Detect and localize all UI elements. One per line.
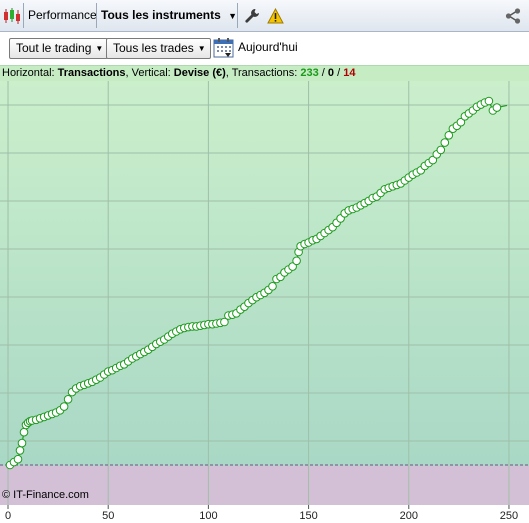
- chevron-down-icon: ▼: [95, 44, 104, 53]
- count-separator: /: [318, 67, 328, 79]
- transactions-loss-count: 14: [343, 67, 356, 79]
- instruments-label: Tous les instruments: [101, 8, 221, 22]
- x-tick-label: 200: [400, 510, 418, 522]
- date-filter-label[interactable]: Aujourd'hui: [238, 40, 298, 54]
- vertical-prefix: , Vertical:: [125, 67, 174, 79]
- x-tick-label: 50: [102, 510, 114, 522]
- horizontal-prefix: Horizontal:: [2, 67, 58, 79]
- trade-point: [428, 155, 438, 165]
- vertical-axis-value: Devise (€): [173, 67, 226, 79]
- candlestick-icon[interactable]: [3, 8, 21, 24]
- trading-filter-label: Tout le trading: [16, 41, 92, 55]
- wrench-icon[interactable]: [244, 8, 260, 24]
- trade-point: [444, 131, 454, 140]
- share-icon[interactable]: [504, 7, 522, 25]
- trade-point: [440, 138, 450, 147]
- trade-point: [19, 427, 29, 437]
- trade-point: [59, 402, 69, 411]
- warning-icon[interactable]: [267, 7, 284, 24]
- plot-area-negative: [0, 466, 529, 505]
- plot-area-positive: [0, 81, 529, 466]
- x-tick-label: 250: [500, 510, 518, 522]
- toolbar-divider: [237, 3, 238, 28]
- trade-point: [220, 317, 229, 327]
- trade-point: [492, 103, 502, 112]
- count-separator: /: [334, 67, 344, 79]
- transactions-neutral-count: 0: [327, 67, 335, 79]
- trades-filter-dropdown[interactable]: Tous les trades ▼: [106, 38, 211, 59]
- instruments-dropdown[interactable]: Tous les instruments ▼: [101, 0, 237, 31]
- trade-point: [17, 438, 27, 448]
- trade-point: [292, 256, 301, 266]
- calendar-icon[interactable]: [213, 37, 234, 58]
- trade-point: [63, 395, 73, 404]
- transactions-total-count: 233: [300, 67, 319, 79]
- watermark: © IT-Finance.com: [2, 489, 89, 501]
- chart-info-bar: Horizontal: Transactions, Vertical: Devi…: [0, 65, 529, 81]
- x-tick-label: 150: [299, 510, 317, 522]
- trade-points: [5, 96, 502, 470]
- equity-curve-chart: 0 50 100 150 200 250 © IT-Finance.com: [0, 81, 529, 523]
- filter-bar: Tout le trading ▼ Tous les trades ▼ Aujour…: [0, 32, 529, 65]
- x-axis-area: [0, 505, 529, 523]
- x-tick-label: 0: [5, 510, 11, 522]
- performance-tab[interactable]: Performance: [28, 8, 97, 22]
- trades-filter-label: Tous les trades: [113, 41, 194, 55]
- chevron-down-icon: ▼: [197, 44, 206, 53]
- trade-point: [456, 117, 466, 127]
- x-axis: 0 50 100 150 200 250: [5, 505, 518, 522]
- trade-point: [13, 454, 23, 464]
- toolbar-divider: [23, 3, 24, 28]
- trade-point: [288, 262, 297, 271]
- toolbar: Performance Tous les instruments ▼: [0, 0, 529, 32]
- transactions-prefix: , Transactions:: [225, 67, 301, 79]
- trade-point: [15, 446, 25, 455]
- trade-point: [484, 96, 494, 106]
- toolbar-divider: [96, 3, 97, 28]
- x-tick-label: 100: [199, 510, 217, 522]
- horizontal-axis-value: Transactions: [57, 67, 126, 79]
- trade-point: [436, 145, 446, 155]
- chart-grid: [0, 81, 529, 505]
- chevron-down-icon: ▼: [228, 11, 238, 21]
- trading-filter-dropdown[interactable]: Tout le trading ▼: [9, 38, 109, 59]
- trade-point: [268, 282, 277, 291]
